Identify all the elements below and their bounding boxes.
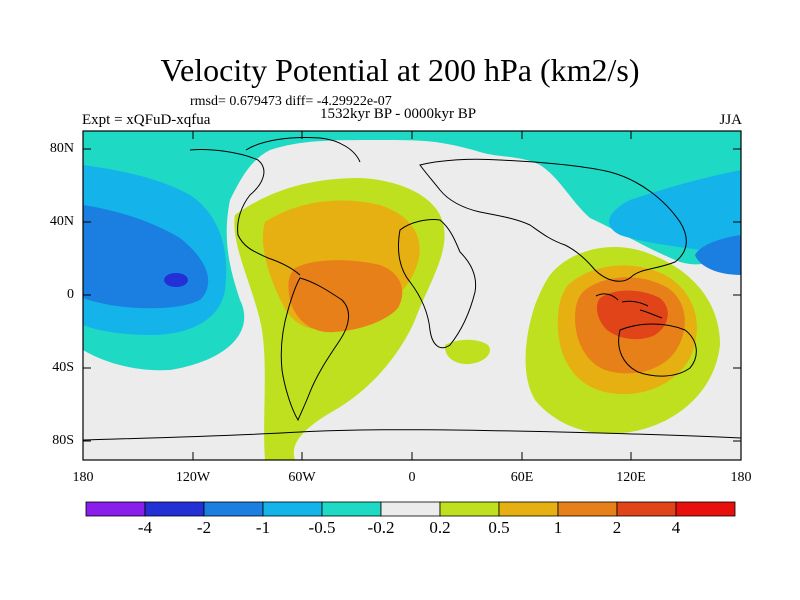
greenland-coast	[245, 137, 361, 163]
colorbar-label: 0.5	[488, 518, 510, 537]
colorbar-box	[557, 501, 618, 517]
colorbar	[85, 501, 736, 517]
contour-neg-2-core	[164, 273, 188, 287]
contour-pos-02-africa	[444, 339, 490, 365]
map-title: Velocity Potential at 200 hPa (km2/s)	[160, 52, 640, 88]
experiment-label: Expt = xQFuD-xqfua	[82, 112, 211, 128]
season-label: JJA	[719, 112, 742, 128]
y-tick-label: 80S	[52, 433, 74, 448]
x-tick-label: 120W	[175, 470, 211, 485]
colorbar-box	[203, 501, 264, 517]
colorbar-label: 1	[553, 518, 563, 537]
colorbar-box	[144, 501, 205, 517]
eurasia-coast	[419, 158, 687, 282]
contour-pos-1-americas	[288, 260, 403, 333]
colorbar-box	[675, 501, 736, 517]
contour-field	[83, 131, 741, 460]
period-label: 1532kyr BP - 0000kyr BP	[320, 106, 477, 122]
colorbar-box	[498, 501, 559, 517]
colorbar-label: -0.2	[367, 518, 395, 537]
axis-ticks	[82, 131, 742, 460]
x-tick-label: 180	[72, 470, 94, 485]
x-tick-label: 120E	[616, 470, 646, 485]
x-tick-label: 180	[730, 470, 752, 485]
contour-neg-1-east	[695, 235, 741, 275]
north-america-coast	[189, 149, 301, 276]
colorbar-box	[321, 501, 382, 517]
colorbar-label: -0.5	[308, 518, 336, 537]
colorbar-box	[262, 501, 323, 517]
colorbar-box	[85, 501, 146, 517]
x-tick-label: 60W	[288, 470, 316, 485]
coastlines	[83, 137, 741, 441]
colorbar-box	[439, 501, 500, 517]
contour-neg-02-band	[83, 131, 741, 371]
colorbar-label: 4	[671, 518, 681, 537]
australia-coast	[618, 323, 697, 377]
antarctica-coast	[83, 429, 741, 441]
x-tick-label: 0	[408, 470, 416, 485]
colorbar-label: -2	[196, 518, 212, 537]
y-tick-label: 0	[67, 287, 74, 302]
south-america-coast	[280, 277, 349, 422]
x-tick-label: 60E	[510, 470, 534, 485]
contour-neg-05-east	[609, 170, 741, 255]
maritime-continent-coast	[595, 293, 663, 319]
colorbar-box	[616, 501, 677, 517]
y-tick-label: 40S	[52, 360, 74, 375]
colorbar-box	[380, 501, 441, 517]
colorbar-label: -1	[255, 518, 271, 537]
contour-pos-2-pacific	[596, 290, 668, 340]
colorbar-label: 0.2	[429, 518, 451, 537]
africa-coast	[397, 219, 477, 349]
y-tick-label: 80N	[49, 141, 74, 156]
stats-text: rmsd= 0.679473 diff= -4.29922e-07	[190, 94, 392, 109]
colorbar-label: -4	[137, 518, 153, 537]
y-tick-label: 40N	[49, 214, 74, 229]
colorbar-label: 2	[612, 518, 622, 537]
